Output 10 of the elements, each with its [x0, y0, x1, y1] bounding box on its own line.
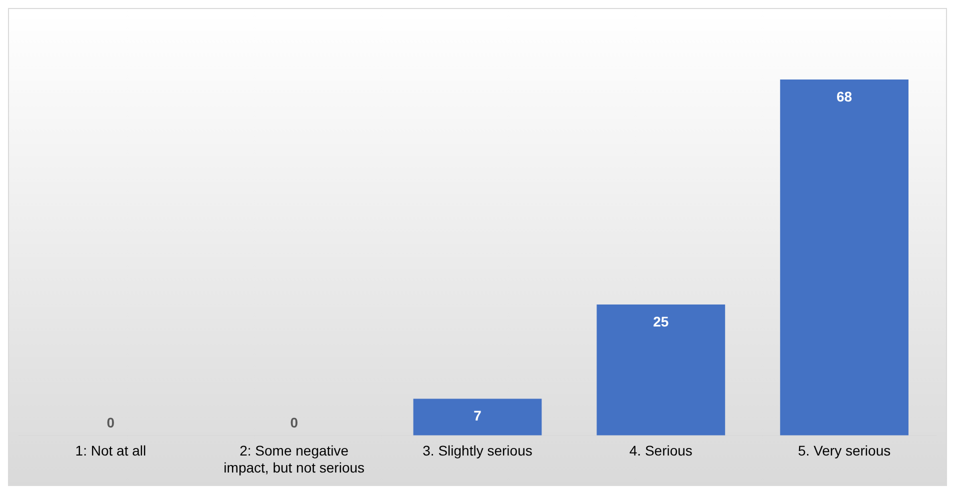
- data-label: 0: [290, 414, 298, 430]
- x-tick-label: 5. Very serious: [798, 442, 891, 459]
- data-label: 7: [474, 408, 482, 424]
- data-label: 68: [836, 88, 852, 104]
- data-label: 25: [653, 313, 669, 330]
- data-label: 0: [106, 414, 115, 430]
- x-tick-label: 1: Not at all: [75, 442, 146, 459]
- x-tick-label: 4. Serious: [629, 442, 692, 459]
- x-tick-label: 3. Slightly serious: [422, 442, 532, 459]
- x-tick-label: 2: Some negative impact, but not serious: [224, 442, 365, 476]
